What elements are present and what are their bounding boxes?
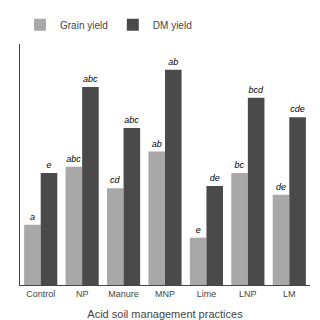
svg-text:DM yield: DM yield	[153, 20, 192, 31]
svg-text:bc: bc	[235, 160, 245, 170]
svg-text:e: e	[196, 225, 201, 235]
svg-text:a: a	[30, 212, 35, 222]
svg-text:bcd: bcd	[248, 85, 264, 95]
svg-text:cde: cde	[290, 104, 305, 114]
svg-text:Lime: Lime	[197, 289, 217, 299]
svg-text:NP: NP	[76, 289, 89, 299]
svg-text:ab: ab	[152, 139, 162, 149]
svg-text:MNP: MNP	[155, 289, 175, 299]
svg-text:de: de	[276, 182, 286, 192]
svg-text:ab: ab	[168, 57, 178, 67]
svg-text:Acid soil management practices: Acid soil management practices	[87, 308, 243, 320]
svg-text:Control: Control	[26, 289, 55, 299]
svg-text:e: e	[46, 160, 51, 170]
svg-text:cd: cd	[110, 175, 121, 185]
svg-text:LNP: LNP	[239, 289, 257, 299]
svg-text:LM: LM	[283, 289, 296, 299]
svg-text:Grain yield: Grain yield	[60, 20, 108, 31]
svg-text:Manure: Manure	[108, 289, 139, 299]
svg-text:abc: abc	[66, 154, 81, 164]
svg-text:abc: abc	[124, 115, 139, 125]
svg-text:de: de	[210, 173, 220, 183]
svg-text:abc: abc	[83, 74, 98, 84]
